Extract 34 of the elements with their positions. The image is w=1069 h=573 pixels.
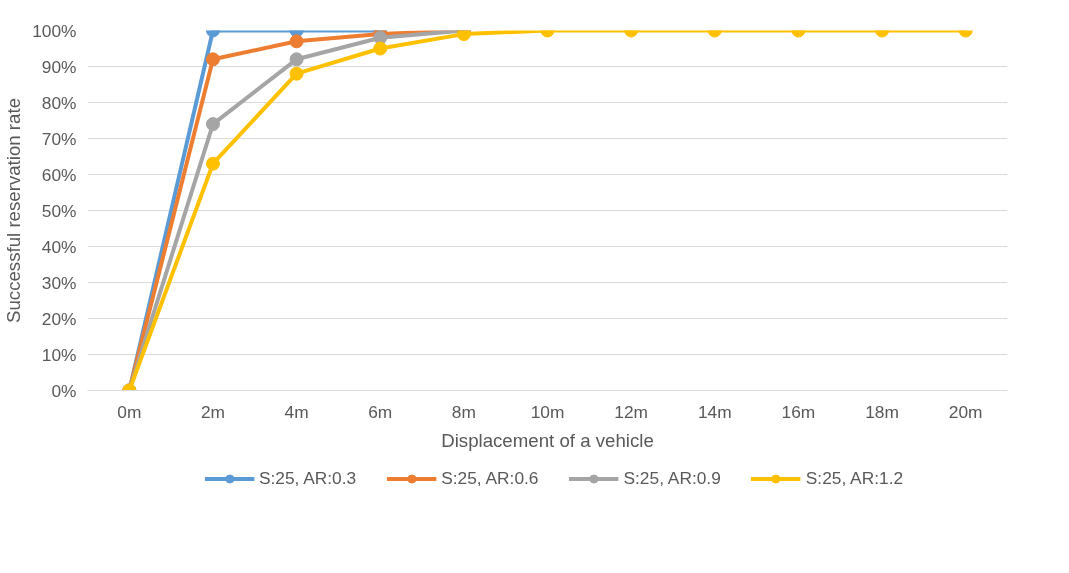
point	[289, 52, 304, 67]
y-tick-label: 30%	[41, 272, 77, 293]
y-tick-label: 80%	[41, 92, 77, 113]
legend-label: S:25, AR:0.9	[623, 467, 721, 489]
y-tick-label: 20%	[41, 308, 77, 329]
x-tick-label: 10m	[530, 401, 565, 422]
legend-label: S:25, AR:0.6	[441, 467, 539, 489]
y-tick-label: 90%	[41, 56, 77, 77]
x-tick-label: 16m	[781, 401, 816, 422]
x-tick-label: 18m	[865, 401, 899, 422]
y-tick-label: 10%	[41, 344, 77, 365]
x-tick-label: 20m	[948, 401, 983, 422]
point	[205, 52, 220, 67]
y-tick-label: 0%	[51, 380, 77, 401]
point	[456, 30, 471, 42]
y-tick-label: 60%	[41, 164, 77, 185]
x-tick-label: 8m	[451, 401, 476, 422]
y-tick-label: 100%	[32, 20, 77, 41]
point	[205, 156, 220, 171]
point	[289, 66, 304, 81]
x-tick-label: 0m	[117, 401, 142, 422]
legend-label: S:25, AR:0.3	[258, 467, 357, 489]
x-tick-label: 2m	[200, 401, 225, 422]
legend-label: S:25, AR:1.2	[805, 467, 904, 489]
y-tick-label: 70%	[41, 128, 77, 149]
point	[205, 117, 220, 132]
y-tick-label: 40%	[41, 236, 77, 257]
x-tick-label: 12m	[614, 401, 648, 422]
x-tick-label: 6m	[368, 401, 393, 422]
x-axis-title: Displacement of a vehicle	[441, 429, 654, 451]
x-tick-label: 14m	[697, 401, 732, 422]
x-tick-label: 4m	[284, 401, 309, 422]
y-axis-title: Successful reservation rate	[3, 97, 25, 324]
y-tick-label: 50%	[41, 200, 77, 221]
